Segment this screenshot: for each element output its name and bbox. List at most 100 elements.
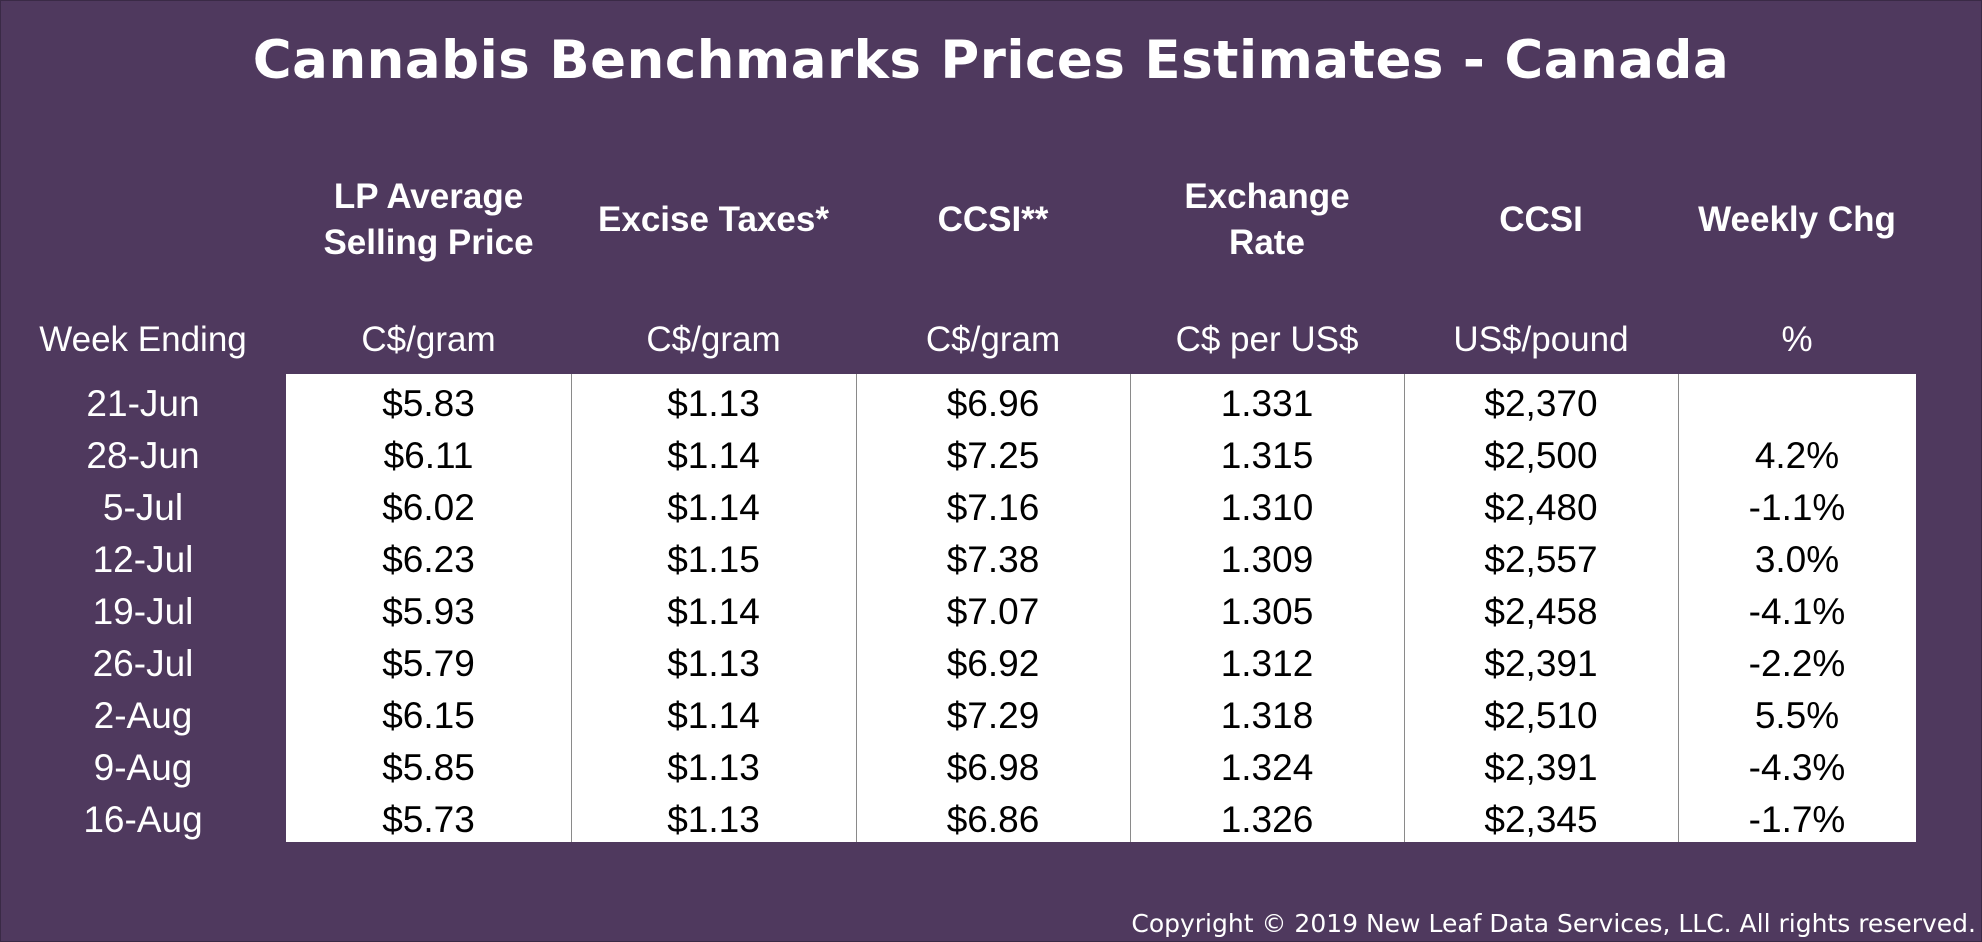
table-cell: $6.15 [382, 695, 475, 736]
column-unit: C$/gram [361, 320, 496, 359]
week-label: 26-Jul [92, 643, 194, 684]
data-rows: $5.83 $1.13 $6.96 1.331 $2,370 $6.11 $1.14 $7.2… [286, 378, 1916, 846]
column-header-line: Selling Price [323, 223, 534, 262]
table-cell: $1.14 [667, 591, 760, 632]
column-divider [856, 374, 857, 842]
table-row: $5.85 $1.13 $6.98 1.324 $2,391 -4.3% [286, 742, 1916, 794]
column-header-line: Excise Taxes* [598, 200, 829, 239]
table-row: $5.93 $1.14 $7.07 1.305 $2,458 -4.1% [286, 586, 1916, 638]
week-label: 9-Aug [93, 747, 193, 788]
table-cell: -4.3% [1748, 747, 1846, 788]
table-cell: 4.2% [1754, 435, 1840, 476]
column-unit: C$/gram [925, 320, 1061, 359]
table-cell: $2,510 [1484, 695, 1598, 736]
column-header-line: Rate [1229, 223, 1305, 262]
column-header-line: Exchange [1184, 177, 1350, 216]
table-cell: $5.93 [382, 591, 475, 632]
table-cell: $7.38 [946, 539, 1040, 580]
week-label: 16-Aug [83, 799, 203, 840]
week-label: 12-Jul [92, 539, 194, 580]
table-cell: $7.25 [946, 435, 1040, 476]
table-cell: $5.85 [382, 747, 475, 788]
table-cell: 1.310 [1220, 487, 1314, 528]
column-unit: C$/gram [646, 320, 781, 359]
column-header-line: CCSI** [937, 200, 1049, 239]
table-cell: $5.73 [382, 799, 475, 840]
table-row: $5.79 $1.13 $6.92 1.312 $2,391 -2.2% [286, 638, 1916, 690]
table-cell: $6.98 [946, 747, 1040, 788]
table-cell: $1.13 [667, 799, 760, 840]
column-unit: US$/pound [1453, 320, 1629, 359]
column-divider [571, 374, 572, 842]
table-cell: $6.96 [946, 383, 1040, 424]
table-cell: $7.16 [946, 487, 1040, 528]
copyright-notice: Copyright © 2019 New Leaf Data Services,… [1131, 909, 1976, 938]
table-row: $6.02 $1.14 $7.16 1.310 $2,480 -1.1% [286, 482, 1916, 534]
table-cell: 1.318 [1220, 695, 1314, 736]
table-cell: 5.5% [1754, 695, 1840, 736]
table-cell: $7.07 [946, 591, 1040, 632]
week-label: 2-Aug [93, 695, 193, 736]
table-cell: $6.92 [946, 643, 1040, 684]
column-header-text: LP Average Selling Price [323, 174, 533, 266]
column-header-line: LP Average [333, 177, 524, 216]
table-cell: 1.326 [1220, 799, 1314, 840]
table-cell: -4.1% [1748, 591, 1846, 632]
table-cell: $6.02 [382, 487, 475, 528]
column-divider [1678, 374, 1679, 842]
column-header-line: Weekly Chg [1698, 200, 1896, 239]
column-header-text: CCSI [1499, 197, 1583, 243]
week-label: 21-Jun [86, 383, 200, 424]
table-cell: 1.305 [1220, 591, 1314, 632]
table-cell: $1.13 [667, 383, 760, 424]
table-cell: $1.14 [667, 487, 760, 528]
column-header: CCSI [1404, 160, 1678, 280]
table-cell: $6.23 [382, 539, 475, 580]
column-header-text: Weekly Chg [1698, 197, 1896, 243]
column-header: Excise Taxes* [571, 160, 856, 280]
chart-title: Cannabis Benchmarks Prices Estimates - C… [252, 30, 1730, 91]
table-cell: $2,480 [1484, 487, 1598, 528]
row-header-label: Week Ending [39, 320, 247, 359]
column-unit: % [1781, 320, 1813, 359]
column-header-line: CCSI [1499, 200, 1583, 239]
table-cell: $2,391 [1484, 747, 1598, 788]
column-header: LP Average Selling Price [286, 160, 571, 280]
table-cell: $1.15 [667, 539, 760, 580]
week-label: 5-Jul [102, 487, 184, 528]
data-table: $5.83 $1.13 $6.96 1.331 $2,370 $6.11 $1.14 $7.2… [286, 374, 1916, 842]
table-cell: 1.312 [1220, 643, 1314, 684]
column-header: Weekly Chg [1678, 160, 1916, 280]
table-cell: 1.309 [1220, 539, 1314, 580]
table-cell: $2,557 [1484, 539, 1598, 580]
column-unit: C$ per US$ [1175, 320, 1359, 359]
table-row: $6.15 $1.14 $7.29 1.318 $2,510 5.5% [286, 690, 1916, 742]
table-cell: $2,500 [1484, 435, 1598, 476]
table-cell [1678, 378, 1916, 430]
table-cell: $1.13 [667, 643, 760, 684]
table-cell: $1.13 [667, 747, 760, 788]
column-header: CCSI** [856, 160, 1130, 280]
table-row: $6.23 $1.15 $7.38 1.309 $2,557 3.0% [286, 534, 1916, 586]
table-cell: 3.0% [1754, 539, 1840, 580]
table-cell: 1.324 [1220, 747, 1314, 788]
table-cell: $2,345 [1484, 799, 1598, 840]
table-cell: $1.14 [667, 435, 760, 476]
week-label: 28-Jun [86, 435, 200, 476]
table-cell: $6.86 [946, 799, 1040, 840]
column-divider [1130, 374, 1131, 842]
column-divider [1404, 374, 1405, 842]
table-cell: $2,370 [1484, 383, 1598, 424]
table-cell: $5.83 [382, 383, 475, 424]
table-cell: 1.331 [1220, 383, 1314, 424]
table-cell: $2,458 [1484, 591, 1598, 632]
table-cell: 1.315 [1220, 435, 1314, 476]
table-cell: $5.79 [382, 643, 475, 684]
table-cell: -2.2% [1748, 643, 1846, 684]
table-row: $5.73 $1.13 $6.86 1.326 $2,345 -1.7% [286, 794, 1916, 846]
table-cell: -1.1% [1748, 487, 1846, 528]
table-cell: $7.29 [946, 695, 1040, 736]
table-cell: $6.11 [383, 435, 474, 476]
table-cell: $2,391 [1484, 643, 1598, 684]
table-row: $6.11 $1.14 $7.25 1.315 $2,500 4.2% [286, 430, 1916, 482]
